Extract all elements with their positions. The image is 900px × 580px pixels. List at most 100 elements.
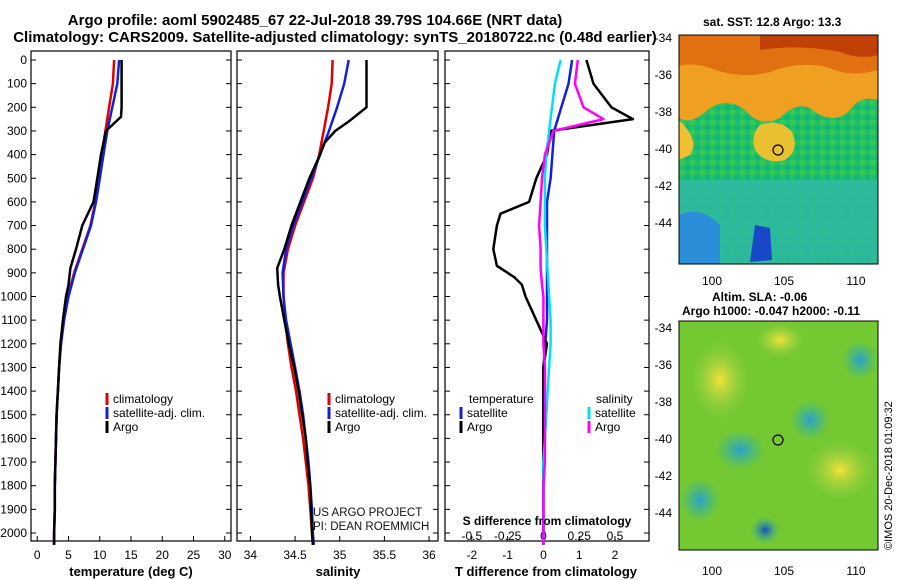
- x-tick-label: 35: [333, 548, 347, 562]
- legend-climatology-label: climatology: [335, 392, 395, 406]
- y-tick-label: 1500: [0, 408, 27, 422]
- y-tick-label: 600: [7, 195, 27, 209]
- lat-tick-label: -42: [655, 179, 673, 193]
- y-tick-label: 500: [7, 171, 27, 185]
- credit-line2: PI: DEAN ROEMMICH: [313, 521, 429, 533]
- lat-tick-label: -36: [655, 358, 673, 372]
- y-tick-label: 300: [7, 124, 27, 138]
- y-tick-label: 200: [7, 100, 27, 114]
- difference-xlabel: T difference from climatology: [455, 564, 638, 579]
- lat-tick-label: -38: [655, 105, 673, 119]
- lat-tick-label: -40: [655, 432, 673, 446]
- lat-tick-label: -34: [655, 321, 673, 335]
- x-top-tick-label: 0.5: [607, 529, 624, 543]
- x-tick-label: 0: [540, 548, 547, 562]
- lat-tick-label: -36: [655, 68, 673, 82]
- x-tick-label: 5: [65, 548, 72, 562]
- legend-s-satellite-label: satellite: [595, 406, 636, 420]
- series-line-s-argo: [537, 59, 605, 545]
- lon-tick-label: 100: [702, 564, 722, 578]
- x-top-tick-label: -0.25: [494, 529, 522, 543]
- y-tick-label: 0: [20, 53, 27, 67]
- legend-climatology-label: climatology: [113, 392, 173, 406]
- x-tick-label: 15: [124, 548, 138, 562]
- y-tick-label: 1600: [0, 431, 27, 445]
- series-line-argo: [275, 60, 368, 545]
- lon-tick-label: 100: [702, 274, 722, 288]
- x-tick-label: 25: [187, 548, 201, 562]
- legend-argo-label: Argo: [335, 420, 361, 434]
- lon-tick-label: 105: [774, 274, 794, 288]
- y-tick-label: 1900: [0, 502, 27, 516]
- sla-map-title2: Argo h1000: -0.047 h2000: -0.11: [682, 304, 861, 318]
- lat-tick-label: -44: [655, 216, 673, 230]
- difference-top-xlabel: S difference from climatology: [463, 514, 632, 528]
- lat-tick-label: -38: [655, 395, 673, 409]
- legend-temperature-title: temperature: [469, 392, 534, 406]
- x-tick-label: 30: [218, 548, 232, 562]
- chart-title-line2: Climatology: CARS2009. Satellite-adjuste…: [13, 29, 657, 46]
- difference-legend: temperature satellite Argo salinity sate…: [459, 392, 636, 434]
- y-tick-label: 1400: [0, 384, 27, 398]
- x-tick-label: 0: [34, 548, 41, 562]
- legend-argo-label: Argo: [113, 420, 139, 434]
- sla-map-title1: Altim. SLA: -0.06: [712, 290, 808, 304]
- y-tick-label: 2000: [0, 526, 27, 540]
- sla-map: [678, 320, 879, 551]
- series-line-argo: [52, 60, 123, 545]
- y-tick-label: 100: [7, 77, 27, 91]
- argo-location-marker: [772, 434, 784, 446]
- lat-tick-label: -42: [655, 469, 673, 483]
- y-tick-label: 1300: [0, 360, 27, 374]
- legend-s-argo-label: Argo: [595, 420, 621, 434]
- series-line-satellite-adj-clim-: [52, 59, 121, 545]
- legend-satellite-label: satellite-adj. clim.: [113, 406, 205, 420]
- y-tick-label: 700: [7, 219, 27, 233]
- chart-title-line1: Argo profile: aoml 5902485_67 22-Jul-201…: [67, 12, 563, 29]
- credit-line1: US ARGO PROJECT: [313, 507, 422, 519]
- temperature-xlabel: temperature (deg C): [69, 564, 193, 579]
- temperature-legend: climatology satellite-adj. clim. Argo: [105, 392, 205, 434]
- x-tick-label: 2: [612, 548, 619, 562]
- x-tick-label: 36: [422, 548, 436, 562]
- y-tick-label: 1200: [0, 337, 27, 351]
- salinity-xlabel: salinity: [316, 564, 362, 579]
- y-tick-label: 1100: [1, 313, 27, 327]
- lon-tick-label: 105: [774, 564, 794, 578]
- salinity-panel: [236, 50, 439, 542]
- y-tick-label: 1700: [0, 455, 27, 469]
- x-tick-label: -2: [467, 548, 478, 562]
- y-tick-label: 800: [7, 242, 27, 256]
- x-tick-label: 10: [93, 548, 107, 562]
- y-tick-label: 1000: [0, 290, 27, 304]
- x-tick-label: 34: [244, 548, 258, 562]
- x-tick-label: 20: [156, 548, 170, 562]
- x-top-tick-label: -0.5: [461, 529, 482, 543]
- series-line-t-argo: [492, 59, 635, 545]
- x-top-tick-label: 0.25: [568, 529, 592, 543]
- sst-map: [678, 34, 879, 265]
- salinity-legend: climatology satellite-adj. clim. Argo: [327, 392, 427, 434]
- lat-tick-label: -40: [655, 142, 673, 156]
- x-tick-label: 1: [576, 548, 583, 562]
- lon-tick-label: 110: [846, 274, 865, 288]
- argo-location-marker: [772, 144, 784, 156]
- lat-tick-label: -34: [655, 31, 673, 45]
- legend-satellite-label: satellite-adj. clim.: [335, 406, 427, 420]
- legend-salinity-title: salinity: [596, 392, 633, 406]
- y-tick-label: 400: [7, 148, 27, 162]
- temperature-panel: [30, 50, 232, 542]
- lat-tick-label: -44: [655, 506, 673, 520]
- watermark: ©IMOS 20-Dec-2018 01:09:32: [883, 401, 895, 550]
- sst-map-title: sat. SST: 12.8 Argo: 13.3: [703, 15, 842, 29]
- legend-t-satellite-label: satellite: [467, 406, 508, 420]
- x-tick-label: 35.5: [373, 548, 397, 562]
- x-tick-label: -1: [502, 548, 513, 562]
- legend-t-argo-label: Argo: [467, 420, 493, 434]
- y-tick-label: 1800: [0, 479, 27, 493]
- y-tick-label: 900: [7, 266, 27, 280]
- x-tick-label: 34.5: [283, 548, 307, 562]
- series-line-satellite-adj-clim-: [281, 59, 350, 545]
- lon-tick-label: 110: [846, 564, 865, 578]
